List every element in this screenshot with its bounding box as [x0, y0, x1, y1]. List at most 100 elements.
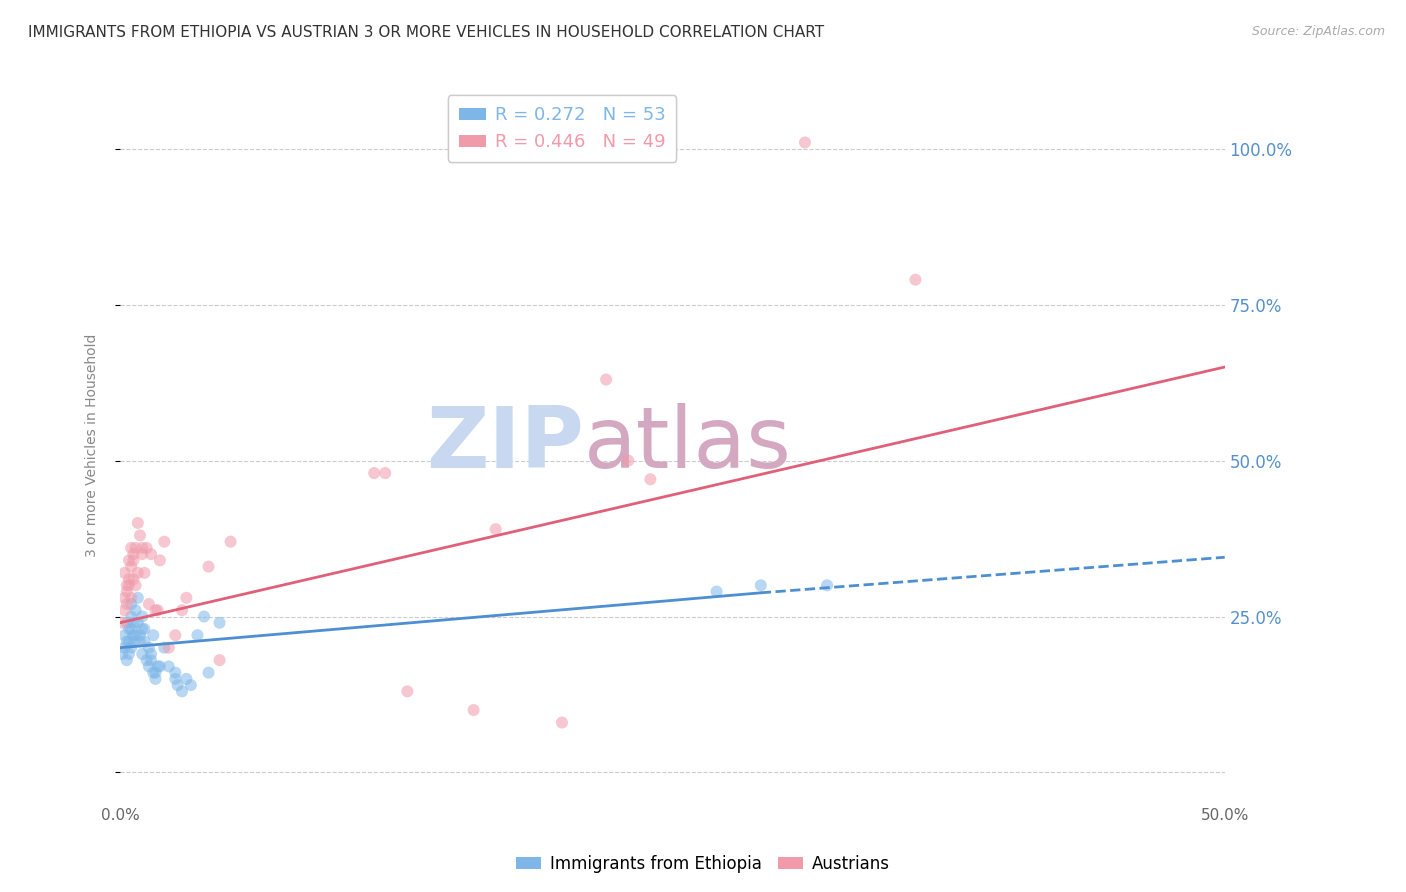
Point [114, 640, 136, 655]
Point [131, 541, 153, 555]
Point [122, 572, 145, 586]
Point [131, 647, 153, 661]
Point [463, 703, 485, 717]
Point [197, 665, 219, 680]
Point [124, 603, 146, 617]
Text: Source: ZipAtlas.com: Source: ZipAtlas.com [1251, 25, 1385, 38]
Point [120, 591, 142, 605]
Point [129, 528, 152, 542]
Point [114, 566, 136, 580]
Point [139, 653, 162, 667]
Point [142, 628, 165, 642]
Point [122, 547, 145, 561]
Point [138, 659, 160, 673]
Point [115, 653, 138, 667]
Point [118, 634, 141, 648]
Point [170, 684, 193, 698]
Point [127, 615, 149, 630]
Point [197, 559, 219, 574]
Point [115, 634, 138, 648]
Point [118, 647, 141, 661]
Point [114, 603, 136, 617]
Point [374, 466, 396, 480]
Point [815, 578, 838, 592]
Point [142, 665, 165, 680]
Point [120, 622, 142, 636]
Point [165, 628, 187, 642]
Point [165, 672, 187, 686]
Point [111, 647, 134, 661]
Legend: R = 0.272   N = 53, R = 0.446   N = 49: R = 0.272 N = 53, R = 0.446 N = 49 [447, 95, 676, 162]
Point [120, 559, 142, 574]
Point [706, 584, 728, 599]
Point [135, 541, 157, 555]
Point [139, 647, 162, 661]
Point [149, 659, 172, 673]
Point [149, 553, 172, 567]
Text: IMMIGRANTS FROM ETHIOPIA VS AUSTRIAN 3 OR MORE VEHICLES IN HOUSEHOLD CORRELATION: IMMIGRANTS FROM ETHIOPIA VS AUSTRIAN 3 O… [28, 25, 824, 40]
Point [145, 665, 167, 680]
Point [617, 453, 640, 467]
Point [138, 597, 160, 611]
Point [208, 615, 231, 630]
Point [122, 634, 145, 648]
Point [131, 547, 153, 561]
Point [146, 603, 169, 617]
Point [363, 466, 385, 480]
Point [166, 678, 188, 692]
Point [176, 672, 198, 686]
Point [135, 653, 157, 667]
Point [111, 615, 134, 630]
Point [904, 273, 927, 287]
Point [485, 522, 508, 536]
Point [118, 572, 141, 586]
Point [131, 609, 153, 624]
Point [145, 672, 167, 686]
Point [129, 628, 152, 642]
Point [115, 615, 138, 630]
Point [129, 634, 152, 648]
Point [170, 603, 193, 617]
Point [208, 653, 231, 667]
Point [551, 715, 574, 730]
Point [176, 591, 198, 605]
Point [153, 534, 176, 549]
Legend: Immigrants from Ethiopia, Austrians: Immigrants from Ethiopia, Austrians [510, 848, 896, 880]
Point [118, 553, 141, 567]
Point [115, 584, 138, 599]
Point [127, 566, 149, 580]
Point [157, 659, 180, 673]
Point [124, 628, 146, 642]
Text: ZIP: ZIP [426, 403, 583, 486]
Point [139, 547, 162, 561]
Y-axis label: 3 or more Vehicles in Household: 3 or more Vehicles in Household [86, 334, 100, 557]
Point [124, 541, 146, 555]
Point [157, 640, 180, 655]
Point [145, 603, 167, 617]
Point [118, 622, 141, 636]
Point [115, 597, 138, 611]
Point [138, 640, 160, 655]
Point [146, 659, 169, 673]
Point [118, 578, 141, 592]
Point [193, 609, 215, 624]
Point [124, 578, 146, 592]
Point [165, 665, 187, 680]
Point [120, 640, 142, 655]
Point [127, 591, 149, 605]
Point [122, 615, 145, 630]
Point [186, 628, 208, 642]
Point [595, 372, 617, 386]
Point [127, 516, 149, 530]
Point [749, 578, 772, 592]
Point [219, 534, 242, 549]
Point [120, 597, 142, 611]
Point [122, 628, 145, 642]
Text: atlas: atlas [583, 403, 792, 486]
Point [134, 622, 156, 636]
Point [640, 472, 662, 486]
Point [115, 578, 138, 592]
Point [122, 553, 145, 567]
Point [134, 566, 156, 580]
Point [120, 609, 142, 624]
